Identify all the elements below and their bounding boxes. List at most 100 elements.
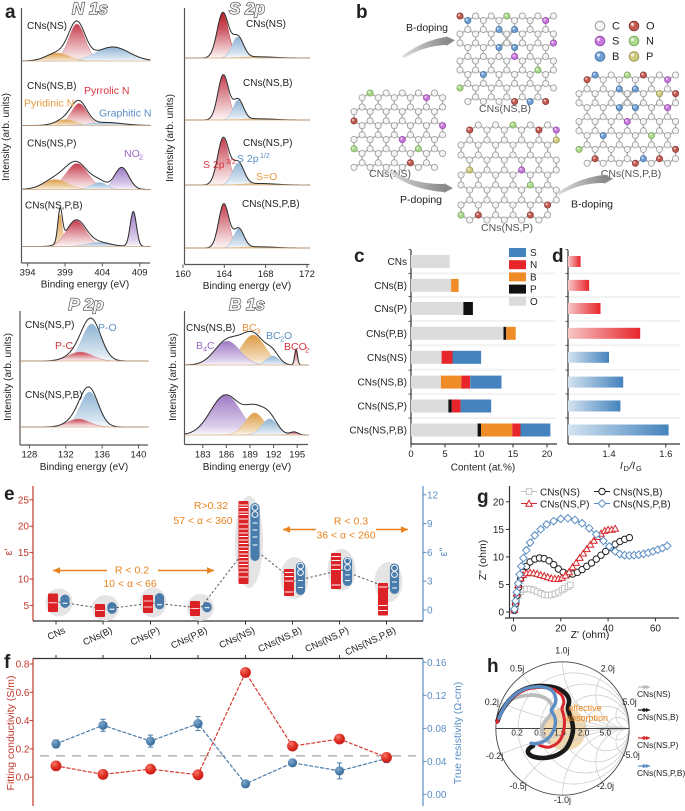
svg-text:CNs: CNs [388,257,407,268]
svg-text:P-C: P-C [55,340,74,352]
svg-text:CNs(NS,B): CNs(NS,B) [243,78,292,89]
svg-text:S 2p: S 2p [229,0,265,18]
svg-text:394: 394 [20,268,36,279]
svg-text:1.6: 1.6 [659,449,672,460]
svg-text:399: 399 [57,268,73,279]
svg-text:P-O: P-O [98,322,117,334]
svg-text:20: 20 [542,449,553,460]
svg-text:5.0j: 5.0j [623,697,637,707]
svg-text:CNs(NS): CNs(NS) [246,19,286,30]
svg-text:164: 164 [216,269,232,280]
svg-text:CNs(NS,B): CNs(NS,B) [479,103,531,115]
svg-text:N: N [646,36,654,48]
svg-text:a: a [5,2,16,23]
svg-text:0: 0 [498,608,504,619]
svg-text:2.0: 2.0 [578,729,590,738]
svg-text:10: 10 [493,552,505,563]
svg-text:60: 60 [650,624,662,635]
svg-text:B 1s: B 1s [229,295,265,314]
svg-text:h: h [487,656,499,677]
svg-text:d: d [552,246,564,267]
svg-text:5.0: 5.0 [600,729,612,738]
svg-text:1.0j: 1.0j [555,646,569,656]
svg-text:Pyrrolic N: Pyrrolic N [84,85,130,97]
svg-text:CNs(P,B): CNs(P,B) [366,329,407,340]
svg-text:5: 5 [23,601,29,612]
svg-text:S 2p: S 2p [237,153,259,165]
svg-text:20: 20 [18,522,30,533]
svg-text:CNs(NS): CNs(NS) [27,21,67,32]
svg-text:R < 0.3: R < 0.3 [334,516,368,528]
svg-text:0.12: 0.12 [427,691,447,702]
svg-text:C: C [612,21,620,33]
svg-text:True resistivity (Ω-cm): True resistivity (Ω-cm) [452,682,464,785]
svg-text:NO: NO [124,148,140,160]
svg-text:0.8: 0.8 [16,660,30,671]
svg-text:B-doping: B-doping [571,199,613,211]
svg-text:CNs(NS,P): CNs(NS,P) [25,320,74,331]
svg-text:-1.0j: -1.0j [554,795,571,805]
svg-text:0.16: 0.16 [427,658,447,669]
svg-text:/I: /I [629,461,636,472]
svg-text:5: 5 [498,580,504,591]
svg-text:CNs(NS,P,B): CNs(NS,P,B) [637,768,685,778]
svg-text:3/2: 3/2 [226,159,236,166]
svg-text:189: 189 [242,450,258,461]
svg-text:P 2p: P 2p [68,295,103,314]
svg-text:P: P [646,51,653,63]
svg-text:BC: BC [242,322,257,334]
svg-text:N 1s: N 1s [72,0,108,18]
svg-text:CNs(NS): CNs(NS) [540,488,580,499]
svg-text:Binding energy (eV): Binding energy (eV) [203,281,291,292]
svg-text:0.2j: 0.2j [485,697,499,707]
svg-text:0: 0 [427,606,433,617]
svg-text:G: G [636,464,642,473]
svg-text:183: 183 [195,450,211,461]
svg-text:0.08: 0.08 [427,724,447,735]
svg-text:1.4: 1.4 [602,449,615,460]
svg-text:ε": ε" [438,548,450,557]
svg-text:CNs(NS,P,B): CNs(NS,P,B) [242,199,300,210]
svg-text:f: f [4,652,11,673]
svg-text:-0.2j: -0.2j [486,751,503,761]
svg-text:15: 15 [508,449,519,460]
svg-text:9: 9 [427,519,433,530]
svg-text:S 2p: S 2p [203,159,225,171]
svg-text:0.6: 0.6 [16,688,30,699]
svg-text:195: 195 [289,450,305,461]
svg-text:128: 128 [21,450,37,461]
svg-text:C: C [207,340,215,352]
svg-text:ε': ε' [3,548,15,555]
svg-text:10: 10 [474,449,485,460]
svg-text:Z" (ohm): Z" (ohm) [477,540,489,580]
svg-text:0.04: 0.04 [427,757,447,768]
svg-text:0.5j: 0.5j [510,664,524,674]
svg-text:3: 3 [256,327,260,336]
svg-text:CNs(NS,B): CNs(NS,B) [186,323,235,334]
svg-text:Intensity (arb. units): Intensity (arb. units) [168,333,179,421]
svg-text:CNs(NS,P,B): CNs(NS,P,B) [613,500,671,511]
svg-text:0.2: 0.2 [16,744,30,755]
svg-text:e: e [4,484,15,505]
svg-text:P-doping: P-doping [400,194,442,206]
svg-text:2: 2 [305,346,309,355]
svg-text:CNs(NS): CNs(NS) [367,353,407,364]
svg-text:R < 0.2: R < 0.2 [115,565,149,577]
svg-text:15: 15 [18,548,30,559]
svg-text:Intensity (arb. units): Intensity (arb. units) [3,333,14,421]
svg-text:effective: effective [568,703,601,713]
svg-text:160: 160 [175,269,191,280]
svg-text:Content (at.%): Content (at.%) [451,463,515,474]
svg-text:CNs(NS): CNs(NS) [637,689,671,699]
svg-text:P: P [530,285,537,296]
svg-text:2.0j: 2.0j [601,664,615,674]
svg-text:-0.5j: -0.5j [510,781,527,791]
svg-text:20: 20 [493,497,505,508]
svg-text:Intensity (arb. units): Intensity (arb. units) [165,94,176,182]
svg-text:B: B [530,272,537,283]
svg-text:CNs(NS,P): CNs(NS,P) [481,222,533,234]
svg-text:404: 404 [94,268,110,279]
svg-text:O: O [530,297,538,308]
svg-text:186: 186 [218,450,234,461]
svg-text:B: B [196,340,203,352]
